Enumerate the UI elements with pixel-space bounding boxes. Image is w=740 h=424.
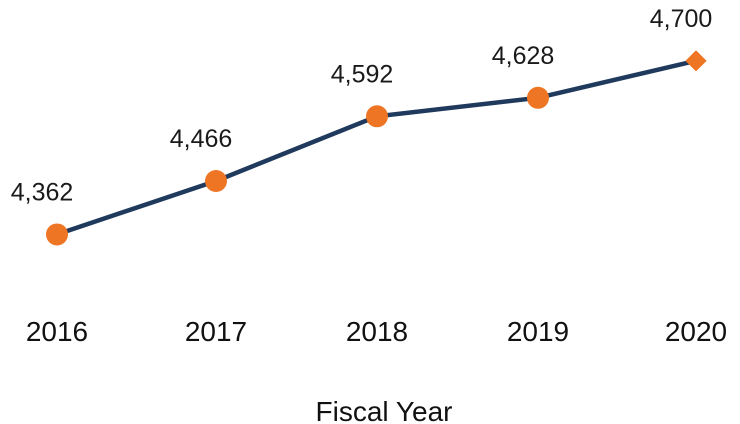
x-tick-label-2020: 2020 [665,316,727,347]
x-axis-title: Fiscal Year [316,396,453,424]
data-point-2020 [685,50,707,72]
data-point-2017 [205,170,227,193]
data-label-2017: 4,466 [170,125,233,153]
x-axis-tick-labels: 2016 2017 2018 2019 2020 [26,316,727,347]
data-point-layer [46,50,707,246]
data-point-2016 [46,223,68,246]
data-label-2019: 4,628 [492,42,555,70]
data-label-2018: 4,592 [331,60,394,88]
data-label-layer: 4,362 4,466 4,592 4,628 4,700 [11,5,713,207]
data-point-2019 [527,86,549,109]
data-label-2016: 4,362 [11,178,74,206]
x-tick-label-2019: 2019 [507,316,569,347]
x-tick-label-2017: 2017 [185,316,247,347]
data-label-2020: 4,700 [650,5,713,33]
x-tick-label-2018: 2018 [346,316,408,347]
data-point-2018 [366,105,388,128]
x-tick-label-2016: 2016 [26,316,88,347]
